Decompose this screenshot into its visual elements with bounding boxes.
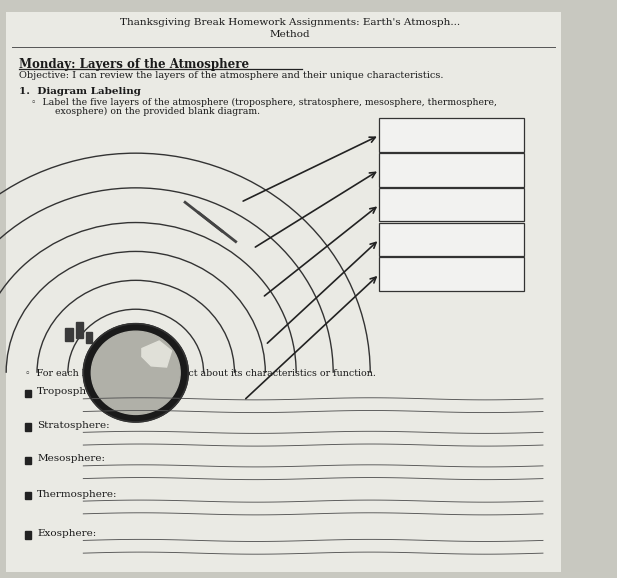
Bar [379,223,524,256]
Text: ◦  Label the five layers of the atmosphere (troposphere, stratosphere, mesospher: ◦ Label the five layers of the atmospher… [31,98,497,107]
Text: Monday: Layers of the Atmosphere: Monday: Layers of the Atmosphere [19,58,249,71]
Bar [25,531,31,539]
Bar [25,457,31,464]
Text: Troposphere:: Troposphere: [37,387,108,397]
Bar [65,328,73,341]
Text: 1.  Diagram Labeling: 1. Diagram Labeling [19,87,141,96]
Bar [25,390,31,397]
Text: exosphere) on the provided blank diagram.: exosphere) on the provided blank diagram… [43,107,260,116]
Text: Objective: I can review the layers of the atmosphere and their unique characteri: Objective: I can review the layers of th… [19,71,443,80]
Bar [379,118,524,152]
Text: Exosphere:: Exosphere: [37,529,96,538]
Bar [379,257,524,291]
Text: Thanksgiving Break Homework Assignments: Earth's Atmosph...: Thanksgiving Break Homework Assignments:… [120,18,460,28]
Bar [25,423,31,431]
Circle shape [91,331,180,414]
Text: Stratosphere:: Stratosphere: [37,421,110,430]
Bar [76,322,83,338]
Text: ◦  For each layer, write one key fact about its characteristics or function.: ◦ For each layer, write one key fact abo… [25,369,376,378]
Polygon shape [142,341,172,367]
Bar [25,492,31,499]
Text: Thermosphere:: Thermosphere: [37,490,117,499]
Text: Method: Method [270,30,310,39]
Circle shape [83,324,188,422]
Bar [379,188,524,221]
Text: Mesosphere:: Mesosphere: [37,454,105,464]
Bar [86,332,92,343]
FancyBboxPatch shape [6,12,561,572]
Bar [379,153,524,187]
